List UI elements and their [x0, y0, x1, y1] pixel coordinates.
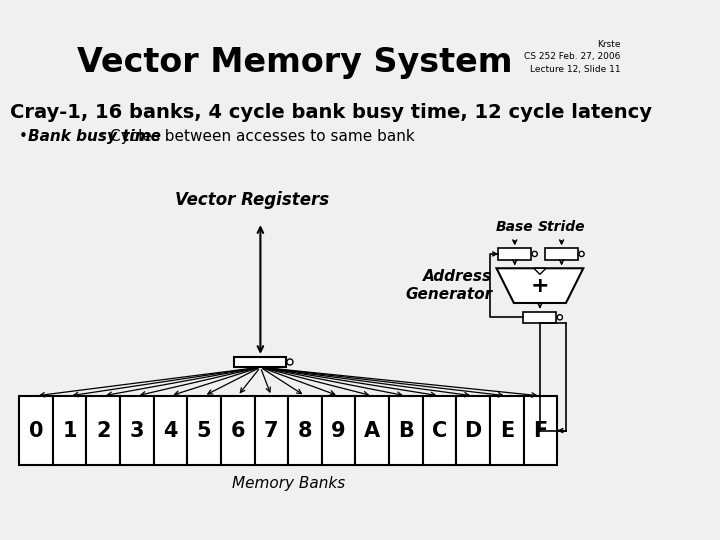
- Bar: [187, 396, 221, 465]
- Text: C: C: [432, 421, 447, 441]
- Text: 3: 3: [130, 421, 144, 441]
- Text: 0: 0: [29, 421, 43, 441]
- Bar: [153, 396, 187, 465]
- Bar: [255, 396, 288, 465]
- Bar: [389, 396, 423, 465]
- Text: 5: 5: [197, 421, 212, 441]
- Text: Cray-1, 16 banks, 4 cycle bank busy time, 12 cycle latency: Cray-1, 16 banks, 4 cycle bank busy time…: [10, 103, 652, 123]
- Text: 7: 7: [264, 421, 279, 441]
- Bar: [19, 396, 53, 465]
- Text: Krste
CS 252 Feb. 27, 2006
Lecture 12, Slide 11: Krste CS 252 Feb. 27, 2006 Lecture 12, S…: [524, 40, 621, 74]
- Circle shape: [532, 251, 537, 256]
- Bar: [322, 396, 356, 465]
- Bar: [545, 248, 578, 260]
- Bar: [523, 312, 557, 323]
- Bar: [288, 396, 322, 465]
- Text: Vector Registers: Vector Registers: [175, 191, 329, 209]
- Bar: [356, 396, 389, 465]
- Text: +: +: [531, 275, 549, 295]
- Text: •: •: [19, 130, 28, 144]
- Text: 4: 4: [163, 421, 178, 441]
- Text: 2: 2: [96, 421, 110, 441]
- Text: F: F: [534, 421, 548, 441]
- Text: Stride: Stride: [538, 220, 585, 233]
- Text: Memory Banks: Memory Banks: [232, 476, 345, 491]
- Polygon shape: [534, 268, 546, 274]
- Text: 8: 8: [298, 421, 312, 441]
- Bar: [235, 357, 287, 367]
- Text: 9: 9: [331, 421, 346, 441]
- Bar: [221, 396, 255, 465]
- Text: D: D: [464, 421, 482, 441]
- Bar: [86, 396, 120, 465]
- Text: Bank busy time: Bank busy time: [28, 130, 161, 144]
- Text: 6: 6: [230, 421, 245, 441]
- Circle shape: [287, 359, 293, 365]
- Text: B: B: [398, 421, 414, 441]
- Text: 1: 1: [63, 421, 77, 441]
- Polygon shape: [497, 268, 583, 303]
- Text: Vector Memory System: Vector Memory System: [77, 46, 513, 79]
- Bar: [423, 396, 456, 465]
- Bar: [523, 396, 557, 465]
- Circle shape: [557, 315, 562, 320]
- Circle shape: [579, 251, 584, 256]
- Text: Base: Base: [496, 220, 534, 233]
- Bar: [498, 248, 531, 260]
- Text: E: E: [500, 421, 514, 441]
- Bar: [53, 396, 86, 465]
- Text: A: A: [364, 421, 380, 441]
- Text: : Cycles between accesses to same bank: : Cycles between accesses to same bank: [100, 130, 415, 144]
- Bar: [490, 396, 523, 465]
- Text: Address
Generator: Address Generator: [405, 269, 492, 302]
- Bar: [456, 396, 490, 465]
- Bar: [120, 396, 153, 465]
